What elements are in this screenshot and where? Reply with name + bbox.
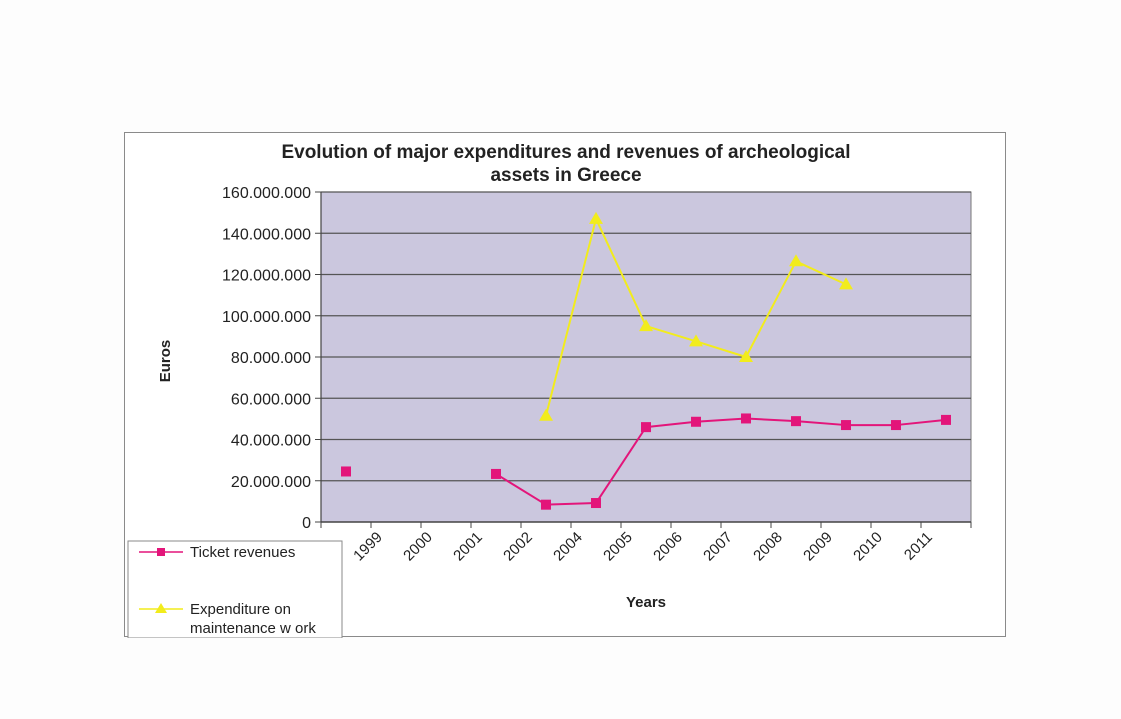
series-line-segment — [795, 260, 847, 286]
legend: Ticket revenues Expenditure on maintenan… — [127, 540, 343, 638]
y-tick-label: 0 — [302, 515, 311, 532]
series-line-segment — [745, 417, 797, 423]
y-tick-label: 140.000.000 — [222, 226, 311, 243]
legend-label-expenditure-line-1: Expenditure on — [190, 601, 291, 618]
y-tick-label: 80.000.000 — [231, 350, 311, 367]
y-tick-label: 20.000.000 — [231, 474, 311, 491]
data-point-triangle — [839, 277, 853, 290]
series-ticket-revenues — [341, 413, 951, 510]
x-tick-label: 2000 — [400, 529, 436, 565]
chart-frame: Evolution of major expenditures and reve… — [124, 132, 1006, 638]
series-expenditure — [539, 211, 853, 421]
x-tick-label: 2005 — [600, 529, 636, 565]
y-axis-title: Euros — [157, 340, 174, 383]
x-tick-label: 2011 — [901, 529, 936, 564]
data-point-square — [841, 420, 851, 431]
x-tick-label: 2006 — [650, 529, 686, 565]
y-tick-label: 120.000.000 — [222, 268, 311, 285]
series-line-segment — [795, 420, 847, 427]
y-tick-label: 60.000.000 — [231, 391, 311, 408]
data-point-triangle — [739, 350, 753, 362]
data-point-square — [541, 499, 551, 510]
x-tick-label: 2007 — [700, 529, 736, 565]
data-point-square — [691, 416, 701, 427]
series-line-segment — [745, 260, 797, 358]
series-line-segment — [545, 218, 597, 417]
data-point-square — [341, 466, 351, 477]
x-tick-label: 2004 — [550, 529, 586, 565]
legend-item-ticket-revenues[interactable]: Ticket revenues — [139, 544, 295, 561]
y-tick-label: 100.000.000 — [222, 309, 311, 326]
x-axis-title: Years — [626, 594, 666, 611]
data-point-square — [591, 498, 601, 509]
legend-label-ticket-revenues: Ticket revenues — [190, 544, 295, 561]
data-point-square — [891, 420, 901, 431]
y-axis-ticks: 0 20.000.000 40.000.000 60.000.000 80.000.00… — [222, 185, 321, 532]
series-line-segment — [695, 340, 747, 358]
data-point-triangle — [689, 334, 703, 347]
series-line-segment — [545, 502, 597, 506]
data-point-square — [791, 416, 801, 427]
series-line-segment — [595, 218, 647, 327]
legend-marker-triangle — [155, 603, 167, 613]
data-point-triangle — [539, 408, 553, 421]
x-tick-label: 2001 — [450, 529, 486, 565]
series-line-segment — [895, 418, 947, 427]
data-point-triangle — [589, 211, 603, 224]
x-tick-label: 2008 — [750, 529, 786, 565]
series-line-segment — [645, 325, 697, 343]
y-tick-label: 40.000.000 — [231, 433, 311, 450]
series-line-segment — [695, 417, 747, 423]
x-tick-label: 2009 — [800, 529, 836, 565]
series-layer — [341, 211, 951, 510]
data-point-square — [491, 468, 501, 479]
x-tick-label: 2010 — [850, 529, 886, 565]
data-point-square — [641, 422, 651, 433]
series-line-segment — [645, 420, 697, 429]
data-point-triangle — [639, 319, 653, 332]
chart-title-line-1: Evolution of major expenditures and reve… — [281, 142, 850, 163]
data-point-square — [941, 414, 951, 425]
x-tick-label: 2002 — [500, 529, 536, 565]
legend-label-expenditure-line-2: maintenance w ork — [190, 620, 316, 637]
x-axis-ticks: 1999 2000 2001 2002 2004 2005 2006 2007 2008 2009… — [320, 522, 972, 565]
series-line-segment — [595, 426, 647, 504]
series-line-segment — [495, 473, 547, 506]
chart-title-line-2: assets in Greece — [490, 165, 641, 186]
data-point-triangle — [789, 254, 803, 267]
legend-item-expenditure[interactable]: Expenditure on maintenance w ork — [139, 601, 316, 637]
data-point-square — [741, 413, 751, 424]
chart-svg: Evolution of major expenditures and reve… — [127, 142, 972, 638]
y-tick-label: 160.000.000 — [222, 185, 311, 202]
legend-marker-square — [157, 548, 165, 556]
x-tick-label: 1999 — [350, 529, 386, 565]
legend-box — [127, 540, 343, 638]
